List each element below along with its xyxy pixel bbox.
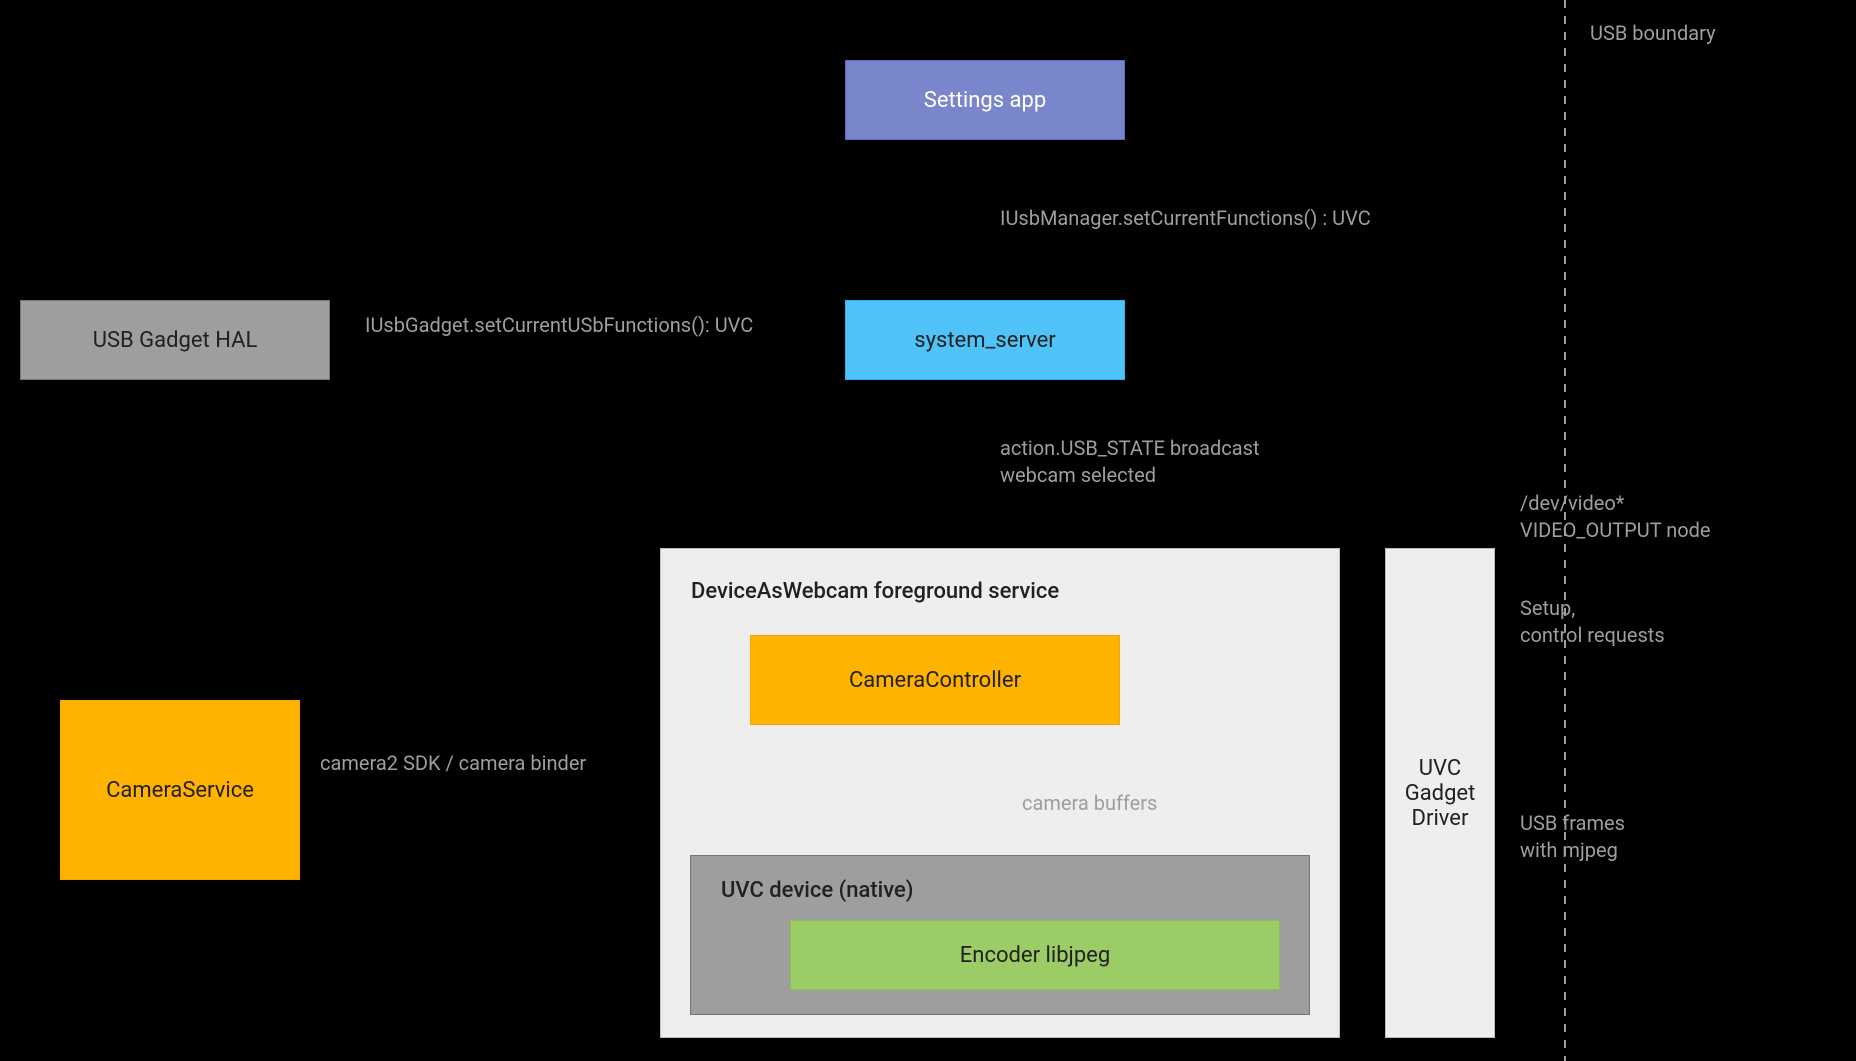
uvc-gadget-driver-node: UVC Gadget Driver (1385, 548, 1495, 1038)
usb-boundary-label: USB boundary (1590, 20, 1716, 47)
camera-controller-label: CameraController (849, 668, 1021, 693)
settings-app-label: Settings app (924, 88, 1046, 113)
edge-label: camera2 SDK / camera binder (320, 750, 586, 777)
usb-frames-label: USB frames with mjpeg (1520, 810, 1625, 864)
uvc-gadget-driver-label: UVC Gadget Driver (1405, 756, 1476, 831)
system-server-node: system_server (845, 300, 1125, 380)
edge-label: action.USB_STATE broadcast webcam select… (1000, 435, 1259, 489)
setup-label: Setup, control requests (1520, 595, 1665, 649)
system-server-label: system_server (914, 328, 1056, 353)
usb-gadget-hal-label: USB Gadget HAL (93, 328, 258, 353)
edge-label: camera buffers (1022, 790, 1157, 817)
uvc-native-container-label: UVC device (native) (721, 878, 914, 903)
camera-service-label: CameraService (106, 778, 254, 803)
service-container-label: DeviceAsWebcam foreground service (691, 579, 1059, 604)
encoder-label: Encoder libjpeg (960, 943, 1110, 968)
edge-label: IUsbManager.setCurrentFunctions() : UVC (1000, 205, 1371, 232)
edge-label: IUsbGadget.setCurrentUSbFunctions(): UVC (365, 312, 753, 339)
camera-service-node: CameraService (60, 700, 300, 880)
encoder-node: Encoder libjpeg (790, 920, 1280, 990)
settings-app-node: Settings app (845, 60, 1125, 140)
dev-video-label: /dev/video* VIDEO_OUTPUT node (1520, 490, 1711, 544)
camera-controller-node: CameraController (750, 635, 1120, 725)
usb-gadget-hal-node: USB Gadget HAL (20, 300, 330, 380)
